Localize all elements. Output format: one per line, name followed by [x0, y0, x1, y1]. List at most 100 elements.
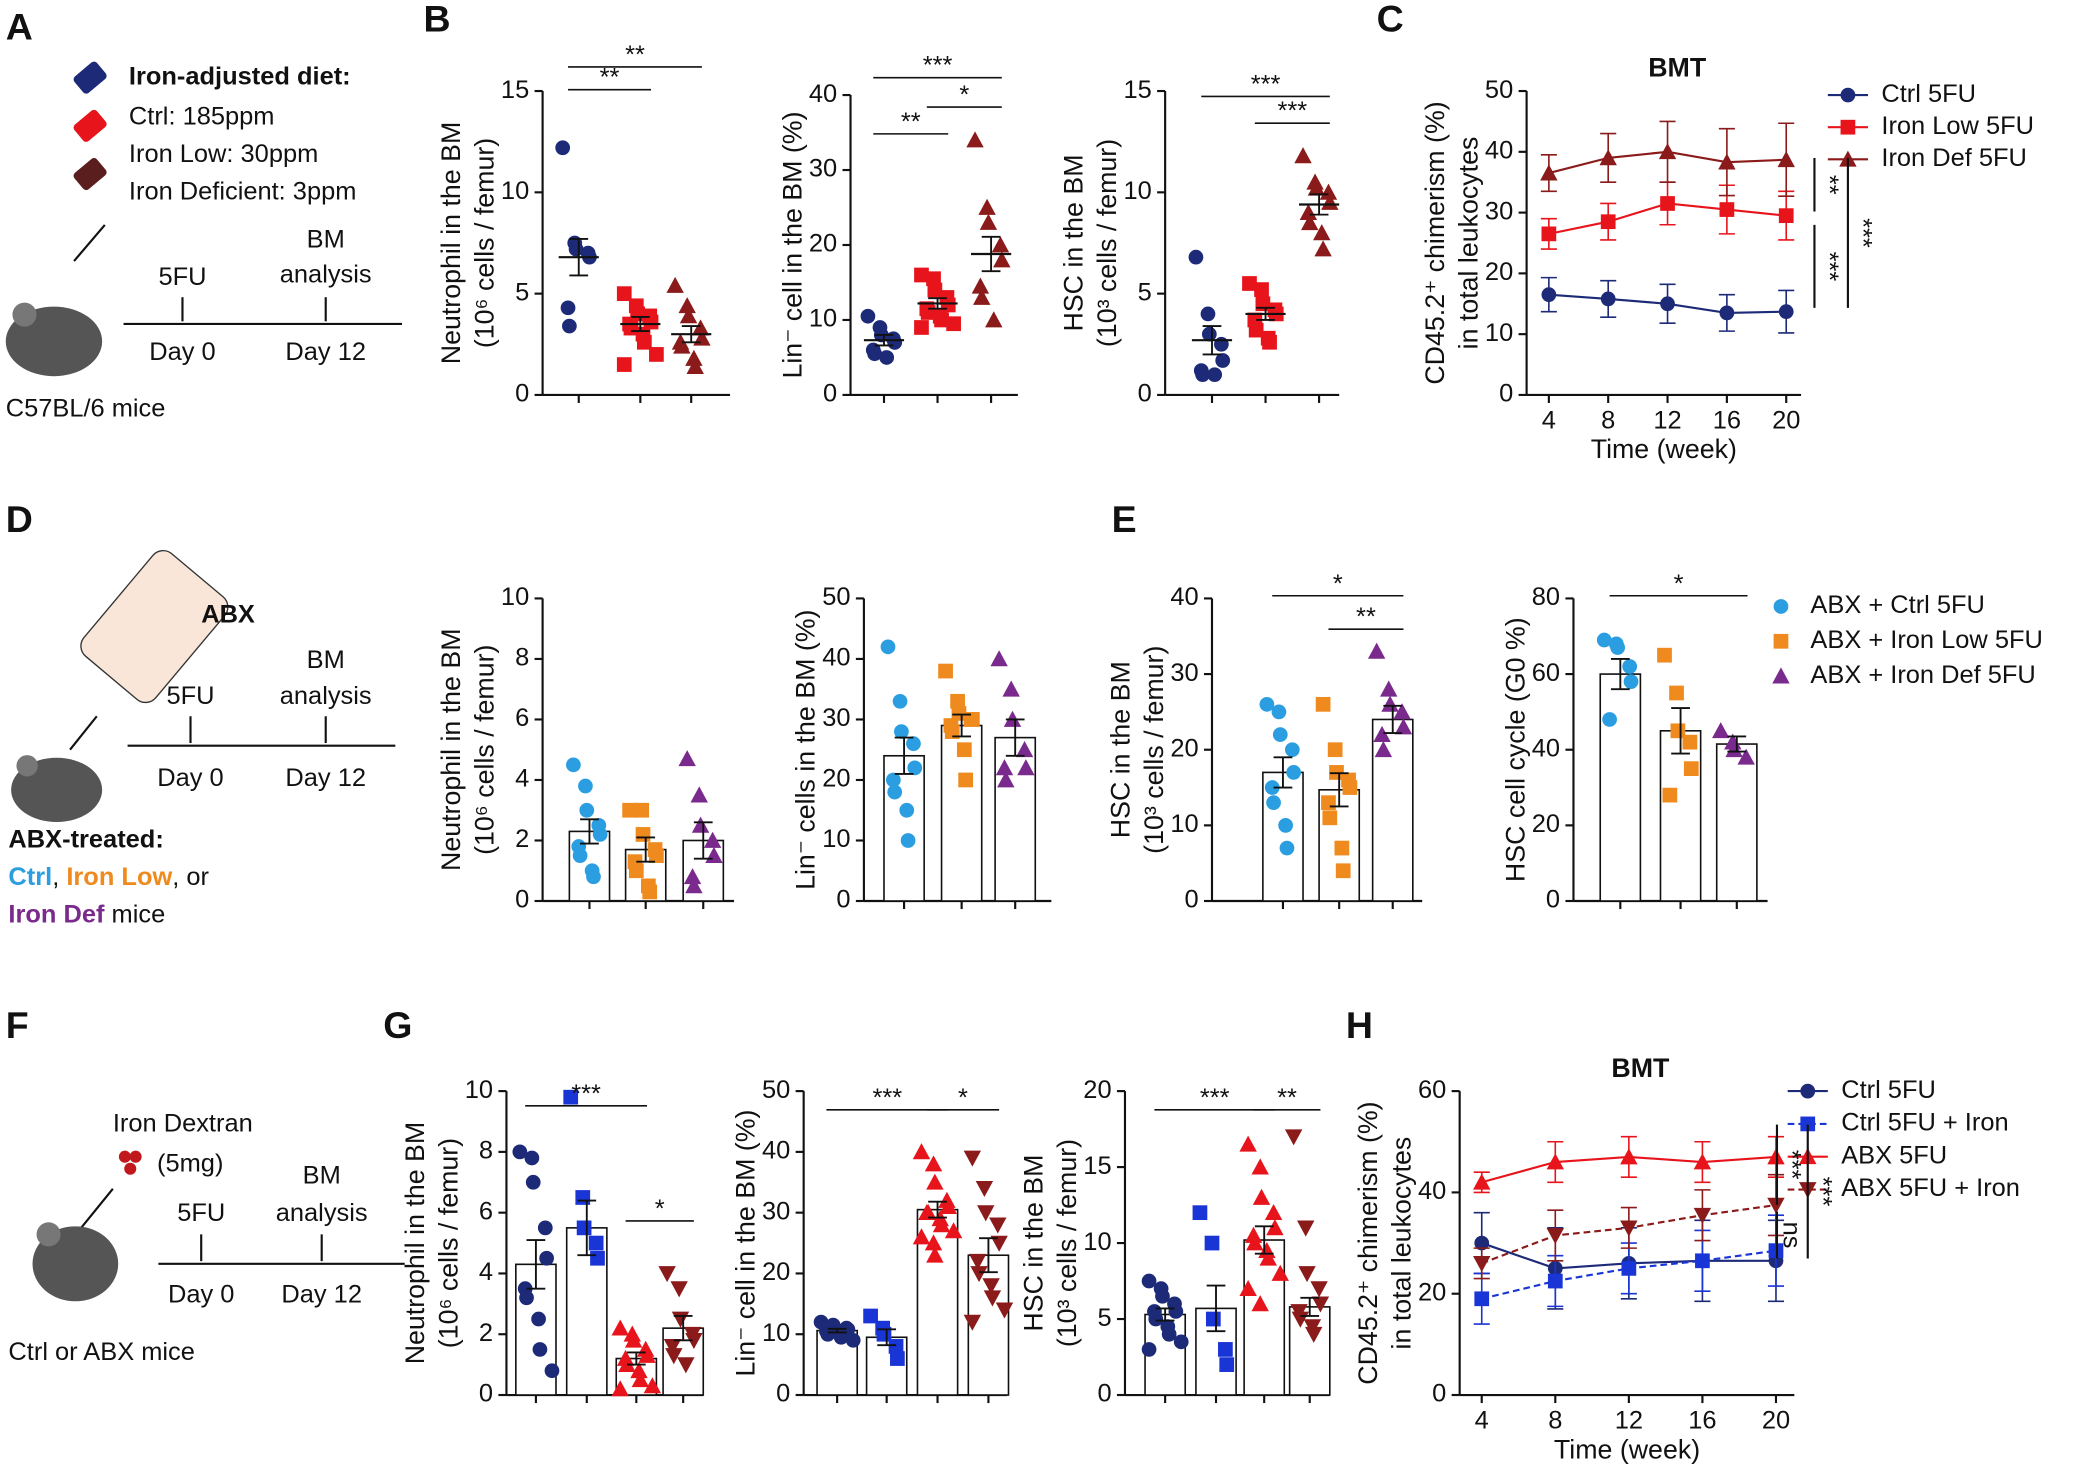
- point: [671, 1311, 690, 1328]
- bar: [994, 736, 1037, 902]
- legend-marker: [1840, 119, 1856, 135]
- point: [1322, 810, 1338, 826]
- diet-item: Iron Low: 30ppm: [129, 140, 318, 168]
- y-tick-label: 10: [501, 177, 529, 205]
- y-tick-label: 2: [515, 825, 529, 853]
- point: [894, 724, 909, 739]
- point: [562, 318, 577, 334]
- chart-title: BMT: [1648, 53, 1707, 83]
- y-tick-label: 10: [465, 1076, 493, 1104]
- point: [890, 1351, 905, 1366]
- point: [519, 1290, 534, 1306]
- x-tick-label: 4: [1542, 406, 1556, 434]
- point: [995, 1302, 1014, 1319]
- y-tick-label: 30: [822, 704, 850, 732]
- point: [820, 1326, 836, 1342]
- y-tick-label: 15: [501, 76, 529, 104]
- y-tick-label: 0: [515, 886, 529, 914]
- point: [995, 759, 1014, 776]
- point: [926, 1246, 944, 1263]
- point: [1719, 202, 1735, 217]
- bar: [1659, 730, 1702, 902]
- point: [887, 784, 903, 800]
- point: [963, 1150, 982, 1167]
- caption-part: Iron Def: [8, 900, 105, 928]
- point: [982, 1278, 1000, 1295]
- y-tick-label: 0: [1499, 380, 1513, 408]
- point: [924, 1234, 943, 1251]
- point: [934, 312, 949, 328]
- y-axis-label: Neutrophil in the BM: [436, 628, 466, 871]
- point: [703, 831, 722, 848]
- point: [1307, 179, 1326, 196]
- legend-label: Ctrl 5FU: [1841, 1076, 1936, 1104]
- point: [679, 307, 698, 324]
- point: [991, 236, 1010, 253]
- y-axis-label: (10³ cells / femur): [1052, 1139, 1082, 1347]
- point: [985, 311, 1003, 328]
- y-tick-label: 0: [515, 380, 529, 408]
- mice: Ctrl or ABX mice: [8, 1338, 194, 1366]
- point: [969, 1253, 987, 1270]
- error-bar: [1727, 735, 1747, 753]
- point: [973, 288, 991, 305]
- point: [1313, 224, 1331, 241]
- y-axis-label: in total leukocytes: [1453, 137, 1483, 350]
- day: Day 0: [168, 1281, 234, 1309]
- y-tick-label: 30: [762, 1197, 790, 1225]
- point: [944, 1222, 963, 1239]
- point: [1658, 143, 1677, 160]
- point: [1204, 1235, 1220, 1251]
- y-tick-label: 8: [515, 644, 529, 672]
- point: [1017, 759, 1035, 776]
- point: [990, 650, 1008, 667]
- point: [1252, 1188, 1271, 1205]
- point: [670, 1281, 688, 1298]
- y-tick-label: 0: [776, 1380, 790, 1408]
- point: [1719, 305, 1735, 321]
- point: [1541, 287, 1557, 303]
- point: [1670, 723, 1686, 739]
- y-tick-label: 6: [479, 1197, 493, 1225]
- error-bar: [928, 1200, 947, 1219]
- point: [1695, 1253, 1710, 1269]
- point: [1188, 249, 1204, 265]
- schematic-a: Iron-adjusted diet: Ctrl: 185ppm Iron Lo…: [5, 61, 403, 422]
- point: [845, 1332, 861, 1348]
- point: [975, 1180, 994, 1198]
- point: [997, 771, 1015, 788]
- point: [966, 131, 984, 148]
- point: [555, 140, 571, 156]
- y-tick-label: 30: [1485, 197, 1513, 225]
- point: [1251, 1158, 1269, 1175]
- significance-label: ***: [1778, 1150, 1806, 1180]
- error-bar: [874, 334, 894, 347]
- legend-marker: [1773, 633, 1789, 649]
- panel-label: H: [1346, 1004, 1373, 1046]
- schematic-d: ABX 5FU BM analysis Day 0 Day 12 ABX-tre…: [8, 549, 396, 928]
- point: [638, 1346, 656, 1363]
- point: [1778, 304, 1794, 320]
- point: [1373, 725, 1391, 742]
- point: [1620, 1148, 1638, 1165]
- point: [885, 772, 901, 788]
- x-tick-label: 16: [1688, 1407, 1716, 1435]
- point: [946, 316, 961, 332]
- error-bar: [681, 325, 701, 344]
- treatment: 5FU: [177, 1199, 225, 1227]
- legend-label: Ctrl 5FU: [1881, 80, 1976, 108]
- iron-dot: [124, 1162, 137, 1175]
- point: [1264, 780, 1280, 795]
- point: [524, 1150, 540, 1166]
- x-tick-label: 12: [1615, 1407, 1643, 1435]
- legend-label: ABX 5FU + Iron: [1841, 1174, 2020, 1202]
- analysis: analysis: [276, 1199, 368, 1227]
- point: [912, 1143, 931, 1160]
- point: [833, 1329, 849, 1345]
- point: [1218, 1342, 1233, 1357]
- caption-part: ,: [52, 863, 66, 891]
- point: [1546, 1153, 1564, 1170]
- point: [1297, 1220, 1315, 1237]
- point: [566, 757, 581, 773]
